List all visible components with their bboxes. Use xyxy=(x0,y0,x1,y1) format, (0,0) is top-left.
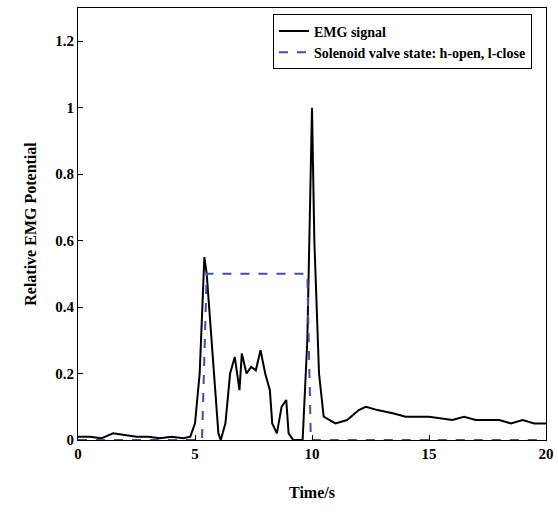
svg-text:0: 0 xyxy=(74,446,82,462)
svg-text:0.8: 0.8 xyxy=(55,166,74,182)
svg-text:Time/s: Time/s xyxy=(289,484,335,501)
svg-text:EMG signal: EMG signal xyxy=(314,25,386,40)
svg-text:Relative EMG Potential: Relative EMG Potential xyxy=(22,142,39,306)
svg-text:0.2: 0.2 xyxy=(55,366,74,382)
svg-text:20: 20 xyxy=(539,446,554,462)
svg-text:15: 15 xyxy=(422,446,437,462)
svg-text:Solenoid valve state: h-open,: Solenoid valve state: h-open, l-close xyxy=(314,46,525,61)
svg-text:0: 0 xyxy=(67,432,75,448)
svg-text:0.6: 0.6 xyxy=(55,233,74,249)
svg-text:5: 5 xyxy=(191,446,199,462)
svg-text:1: 1 xyxy=(67,100,75,116)
svg-text:0.4: 0.4 xyxy=(55,299,74,315)
svg-text:10: 10 xyxy=(305,446,320,462)
svg-text:1.2: 1.2 xyxy=(55,33,74,49)
